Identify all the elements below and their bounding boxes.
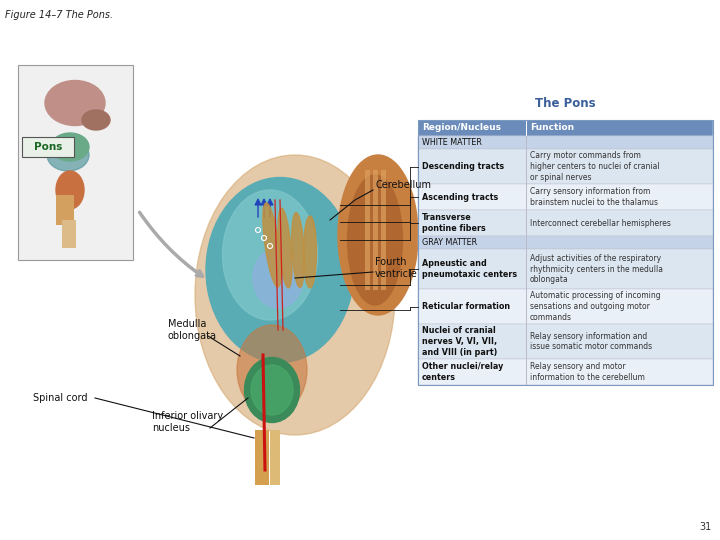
Bar: [418, 184, 713, 210]
Text: Reticular formation: Reticular formation: [422, 302, 510, 311]
Text: Relay sensory and motor
information to the cerebellum: Relay sensory and motor information to t…: [530, 362, 645, 382]
Text: Fourth
ventricle: Fourth ventricle: [375, 257, 418, 279]
Bar: [526, 359, 527, 385]
Ellipse shape: [51, 133, 89, 161]
Text: Nuclei of cranial
nerves V, VI, VII,
and VIII (in part): Nuclei of cranial nerves V, VI, VII, and…: [422, 326, 498, 357]
Ellipse shape: [206, 178, 354, 362]
Bar: [418, 120, 713, 385]
Text: Spinal cord: Spinal cord: [33, 393, 88, 403]
Text: Figure 14–7 The Pons.: Figure 14–7 The Pons.: [5, 10, 113, 20]
Bar: [22, 137, 74, 157]
Bar: [418, 249, 713, 289]
Bar: [365, 170, 370, 290]
Text: Automatic processing of incoming
sensations and outgoing motor
commands: Automatic processing of incoming sensati…: [530, 291, 661, 322]
Ellipse shape: [278, 208, 292, 288]
Text: Apneustic and
pneumotaxic centers: Apneustic and pneumotaxic centers: [422, 259, 517, 279]
Ellipse shape: [292, 213, 305, 287]
Ellipse shape: [82, 110, 110, 130]
Text: Cerebellum: Cerebellum: [375, 180, 431, 190]
Bar: [526, 120, 527, 136]
Text: Transverse
pontine fibers: Transverse pontine fibers: [422, 213, 486, 233]
Ellipse shape: [245, 357, 300, 422]
Bar: [255, 430, 269, 485]
Ellipse shape: [304, 216, 317, 288]
Text: Inferior olivary
nucleus: Inferior olivary nucleus: [152, 411, 223, 433]
Text: 31: 31: [700, 522, 712, 532]
Bar: [526, 210, 527, 236]
Bar: [526, 324, 527, 359]
Bar: [526, 236, 527, 249]
Text: Pons: Pons: [34, 142, 62, 152]
Ellipse shape: [263, 203, 281, 287]
Text: GRAY MATTER: GRAY MATTER: [422, 238, 477, 247]
Text: Medulla
oblongata: Medulla oblongata: [168, 319, 217, 341]
Bar: [418, 324, 713, 359]
Bar: [418, 149, 713, 184]
Text: Ascending tracts: Ascending tracts: [422, 192, 498, 201]
Text: Descending tracts: Descending tracts: [422, 162, 504, 171]
Bar: [373, 170, 378, 290]
Bar: [418, 359, 713, 385]
Text: WHITE MATTER: WHITE MATTER: [422, 138, 482, 147]
Bar: [418, 236, 713, 249]
Bar: [526, 136, 527, 149]
Text: Other nuclei/relay
centers: Other nuclei/relay centers: [422, 362, 503, 382]
Ellipse shape: [251, 365, 293, 415]
Text: Carry motor commands from
higher centers to nuclei of cranial
or spinal nerves: Carry motor commands from higher centers…: [530, 151, 660, 182]
Bar: [381, 170, 386, 290]
Ellipse shape: [56, 171, 84, 209]
Bar: [418, 136, 713, 149]
Bar: [526, 149, 527, 184]
Ellipse shape: [348, 175, 402, 305]
Bar: [526, 249, 527, 289]
Ellipse shape: [253, 248, 303, 308]
Text: Carry sensory information from
brainstem nuclei to the thalamus: Carry sensory information from brainstem…: [530, 187, 658, 207]
Bar: [18, 65, 133, 260]
Bar: [526, 184, 527, 210]
Ellipse shape: [47, 139, 89, 171]
Ellipse shape: [45, 80, 105, 125]
Bar: [418, 120, 713, 136]
Text: Relay sensory information and
issue somatic motor commands: Relay sensory information and issue soma…: [530, 332, 652, 352]
Text: The Pons: The Pons: [535, 97, 596, 110]
Text: Adjust activities of the respiratory
rhythmicity centers in the medulla
oblongat: Adjust activities of the respiratory rhy…: [530, 254, 663, 284]
Ellipse shape: [237, 325, 307, 415]
Ellipse shape: [195, 155, 395, 435]
Bar: [62, 220, 76, 248]
Text: Function: Function: [530, 124, 574, 132]
Bar: [418, 210, 713, 236]
Text: Interconnect cerebellar hemispheres: Interconnect cerebellar hemispheres: [530, 219, 671, 227]
Ellipse shape: [338, 155, 418, 315]
Bar: [526, 289, 527, 324]
Bar: [270, 430, 280, 485]
Bar: [418, 289, 713, 324]
Ellipse shape: [222, 190, 318, 320]
Bar: [56, 195, 74, 225]
Text: Region/Nucleus: Region/Nucleus: [422, 124, 501, 132]
